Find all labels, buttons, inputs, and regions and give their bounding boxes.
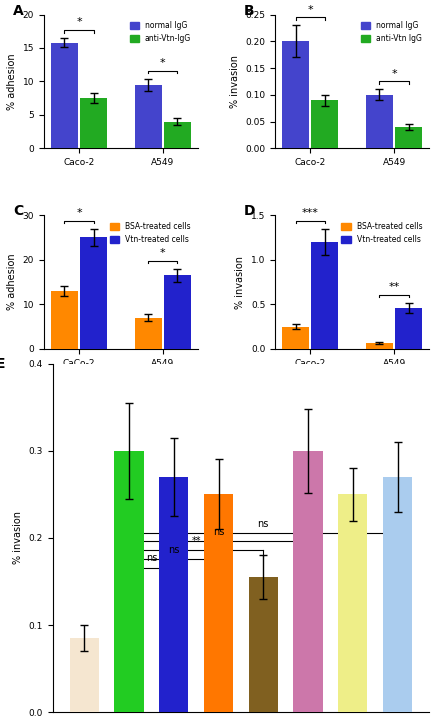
- Bar: [80, 98, 107, 148]
- Text: **: **: [389, 282, 400, 292]
- Text: E: E: [0, 356, 6, 371]
- Y-axis label: % invasion: % invasion: [13, 512, 23, 564]
- Bar: [282, 41, 309, 148]
- Text: *: *: [160, 58, 166, 68]
- Bar: [311, 100, 339, 148]
- Legend: BSA-treated cells, Vtn-treated cells: BSA-treated cells, Vtn-treated cells: [339, 219, 425, 247]
- Bar: [395, 308, 422, 349]
- Text: ns: ns: [213, 527, 224, 537]
- Text: *: *: [76, 208, 82, 218]
- Text: *: *: [76, 17, 82, 27]
- Legend: normal IgG, anti-Vtn IgG: normal IgG, anti-Vtn IgG: [358, 18, 425, 47]
- Bar: [366, 342, 393, 349]
- Text: **: **: [191, 536, 201, 546]
- Bar: [159, 477, 188, 712]
- Text: *: *: [307, 4, 313, 15]
- Bar: [282, 326, 309, 349]
- Bar: [134, 318, 162, 349]
- Bar: [164, 121, 191, 148]
- Bar: [51, 291, 78, 349]
- Text: *: *: [391, 69, 397, 79]
- Bar: [204, 494, 233, 712]
- Text: *: *: [160, 248, 166, 258]
- Bar: [80, 238, 107, 349]
- Y-axis label: % adhesion: % adhesion: [7, 254, 17, 310]
- Bar: [134, 85, 162, 148]
- Text: C: C: [13, 204, 23, 219]
- Text: ns: ns: [258, 518, 269, 529]
- Bar: [383, 477, 412, 712]
- Bar: [311, 242, 339, 349]
- Legend: normal IgG, anti-Vtn-IgG: normal IgG, anti-Vtn-IgG: [127, 18, 194, 47]
- Text: ns: ns: [168, 545, 180, 555]
- Bar: [338, 494, 367, 712]
- Legend: BSA-treated cells, Vtn-treated cells: BSA-treated cells, Vtn-treated cells: [107, 219, 194, 247]
- Bar: [70, 638, 99, 712]
- Bar: [249, 577, 278, 712]
- Text: A: A: [13, 4, 24, 18]
- Bar: [366, 95, 393, 148]
- Bar: [293, 451, 323, 712]
- Bar: [395, 127, 422, 148]
- Text: B: B: [244, 4, 255, 18]
- Bar: [164, 276, 191, 349]
- Bar: [114, 451, 144, 712]
- Y-axis label: % adhesion: % adhesion: [7, 53, 17, 110]
- Y-axis label: % invasion: % invasion: [230, 55, 240, 108]
- Y-axis label: % invasion: % invasion: [235, 256, 245, 308]
- Text: ns: ns: [146, 553, 157, 563]
- Bar: [51, 43, 78, 148]
- Text: D: D: [244, 204, 256, 219]
- Text: ***: ***: [302, 208, 319, 218]
